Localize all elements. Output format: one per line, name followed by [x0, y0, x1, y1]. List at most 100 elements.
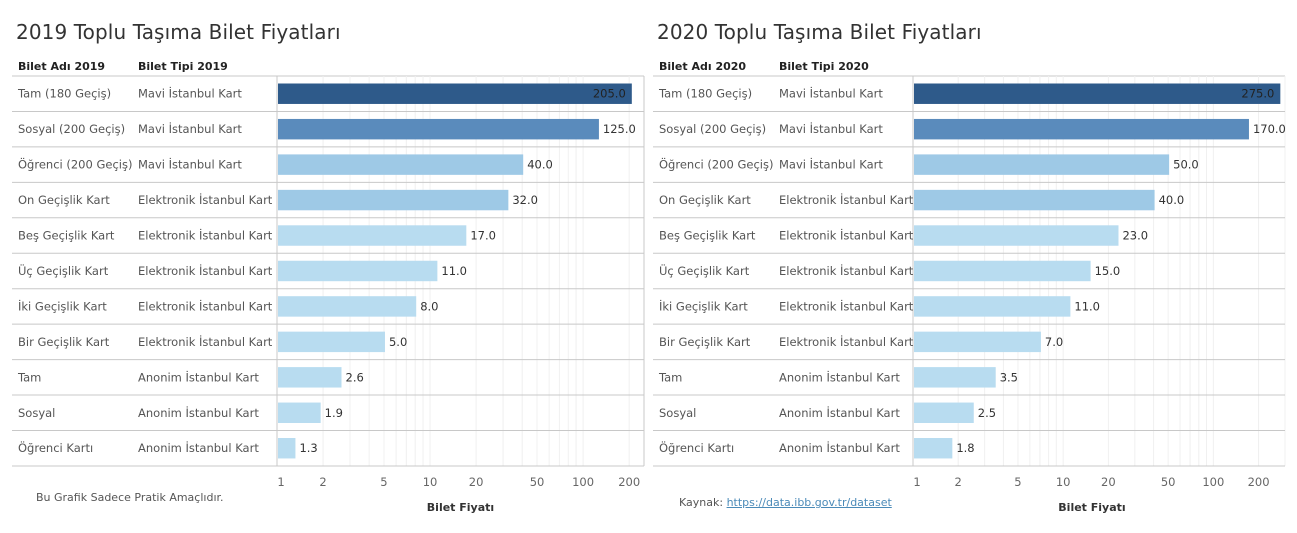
row-type-label: Anonim İstanbul Kart	[138, 369, 259, 384]
bar-value-label: 11.0	[1074, 299, 1100, 313]
bar-value-label: 275.0	[1241, 87, 1274, 101]
bar	[914, 189, 1155, 211]
column-header-type-2020[interactable]: Bilet Tipi 2020	[779, 60, 869, 73]
bar-value-label: 1.3	[299, 441, 317, 455]
bar-value-label: 3.5	[1000, 370, 1018, 384]
row-type-label: Mavi İstanbul Kart	[779, 121, 883, 136]
x-tick-label: 5	[1014, 475, 1021, 489]
row-type-label: Elektronik İstanbul Kart	[779, 263, 914, 278]
bar-value-label: 125.0	[603, 122, 636, 136]
row-type-label: Anonim İstanbul Kart	[779, 405, 900, 420]
row-type-label: Elektronik İstanbul Kart	[138, 263, 273, 278]
row-type-label: Elektronik İstanbul Kart	[779, 192, 914, 207]
bar-value-label: 15.0	[1095, 264, 1121, 278]
row-name-label: Sosyal (200 Geçiş)	[18, 122, 125, 136]
x-axis-title: Bilet Fiyatı	[1058, 501, 1125, 514]
row-type-label: Elektronik İstanbul Kart	[138, 334, 273, 349]
row-type-label: Elektronik İstanbul Kart	[779, 228, 914, 243]
row-type-label: Elektronik İstanbul Kart	[138, 228, 273, 243]
bar	[278, 154, 524, 175]
row-type-label: Anonim İstanbul Kart	[138, 405, 259, 420]
bar-value-label: 32.0	[512, 193, 538, 207]
row-type-label: Mavi İstanbul Kart	[779, 86, 883, 101]
x-tick-label: 10	[423, 475, 438, 489]
row-name-label: İki Geçişlik Kart	[18, 298, 107, 313]
row-name-label: Tam (180 Geçiş)	[658, 87, 752, 101]
row-name-label: Sosyal (200 Geçiş)	[659, 122, 766, 136]
chart-title-2019: 2019 Toplu Taşıma Bilet Fiyatları	[16, 20, 341, 44]
row-type-label: Anonim İstanbul Kart	[138, 440, 259, 455]
row-name-label: Öğrenci (200 Geçiş)	[18, 156, 132, 172]
row-name-label: Tam (180 Geçiş)	[17, 87, 111, 101]
x-tick-label: 200	[1248, 475, 1270, 489]
row-name-label: On Geçişlik Kart	[18, 193, 110, 207]
row-type-label: Elektronik İstanbul Kart	[779, 298, 914, 313]
source-label: Kaynak:	[679, 496, 724, 509]
bar-value-label: 11.0	[441, 264, 467, 278]
x-axis-title: Bilet Fiyatı	[427, 501, 494, 514]
bar	[914, 438, 953, 459]
bar-value-label: 1.9	[325, 406, 343, 420]
bar-value-label: 40.0	[527, 158, 553, 172]
chart-title-2020: 2020 Toplu Taşıma Bilet Fiyatları	[657, 20, 982, 44]
bar	[278, 118, 599, 140]
bar	[278, 225, 467, 246]
row-name-label: Sosyal	[18, 406, 55, 420]
row-type-label: Anonim İstanbul Kart	[779, 440, 900, 455]
bar-value-label: 7.0	[1045, 335, 1063, 349]
bar-value-label: 8.0	[420, 299, 438, 313]
column-header-name-2020[interactable]: Bilet Adı 2020	[659, 60, 747, 73]
x-tick-label: 2	[319, 475, 326, 489]
x-tick-label: 1	[913, 475, 920, 489]
x-tick-label: 10	[1056, 475, 1071, 489]
bar-value-label: 17.0	[470, 229, 496, 243]
bar-value-label: 2.6	[346, 370, 364, 384]
row-name-label: Üç Geçişlik Kart	[659, 262, 750, 278]
column-header-name-2019[interactable]: Bilet Adı 2019	[18, 60, 106, 73]
bar-value-label: 2.5	[978, 406, 996, 420]
x-tick-label: 20	[469, 475, 484, 489]
bar	[914, 260, 1091, 282]
x-tick-label: 100	[1202, 475, 1224, 489]
row-type-label: Anonim İstanbul Kart	[779, 369, 900, 384]
row-type-label: Mavi İstanbul Kart	[138, 157, 242, 172]
row-type-label: Mavi İstanbul Kart	[779, 157, 883, 172]
row-name-label: Öğrenci (200 Geçiş)	[659, 156, 773, 172]
row-type-label: Elektronik İstanbul Kart	[138, 298, 273, 313]
bar	[914, 154, 1170, 175]
bar	[278, 83, 632, 104]
source-link[interactable]: https://data.ibb.gov.tr/dataset	[726, 496, 892, 509]
row-type-label: Elektronik İstanbul Kart	[138, 192, 273, 207]
bar	[914, 402, 974, 423]
x-tick-label: 20	[1101, 475, 1116, 489]
bar	[278, 402, 321, 423]
row-name-label: Tam	[658, 370, 682, 384]
bar	[914, 83, 1281, 104]
row-name-label: Öğrenci Kartı	[18, 439, 93, 455]
row-name-label: Üç Geçişlik Kart	[18, 262, 109, 278]
x-tick-label: 50	[1161, 475, 1176, 489]
row-type-label: Elektronik İstanbul Kart	[779, 334, 914, 349]
row-name-label: İki Geçişlik Kart	[659, 298, 748, 313]
row-name-label: On Geçişlik Kart	[659, 193, 751, 207]
bar	[914, 296, 1071, 317]
bar	[278, 296, 417, 317]
bar	[914, 367, 996, 388]
bar-value-label: 5.0	[389, 335, 407, 349]
x-tick-label: 100	[572, 475, 594, 489]
column-header-type-2019[interactable]: Bilet Tipi 2019	[138, 60, 228, 73]
row-name-label: Beş Geçişlik Kart	[659, 229, 756, 243]
x-tick-label: 1	[277, 475, 284, 489]
bar	[914, 331, 1041, 353]
row-type-label: Mavi İstanbul Kart	[138, 121, 242, 136]
bar	[278, 260, 438, 282]
bar	[278, 189, 509, 211]
x-tick-label: 5	[380, 475, 387, 489]
row-name-label: Sosyal	[659, 406, 696, 420]
row-name-label: Öğrenci Kartı	[659, 439, 734, 455]
bar	[278, 331, 385, 353]
bar-value-label: 23.0	[1122, 229, 1148, 243]
bar	[278, 367, 342, 388]
source-note: Kaynak: https://data.ibb.gov.tr/dataset	[679, 496, 892, 509]
